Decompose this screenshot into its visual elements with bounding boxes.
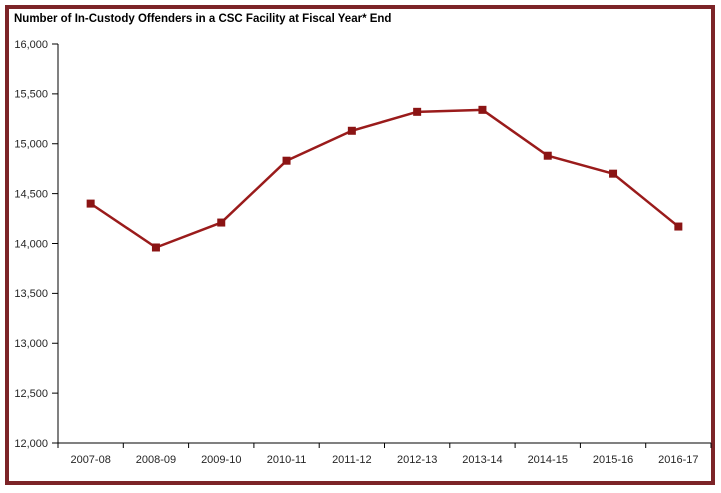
x-tick-label: 2009-10 xyxy=(201,454,241,466)
y-tick-label: 12,500 xyxy=(14,388,48,400)
y-tick-label: 13,500 xyxy=(14,288,48,300)
x-tick-label: 2011-12 xyxy=(332,454,372,466)
data-point-marker xyxy=(478,105,487,114)
x-tick-label: 2015-16 xyxy=(593,454,633,466)
y-tick-label: 15,500 xyxy=(14,89,48,101)
data-point-marker xyxy=(413,107,422,116)
y-tick-label: 14,500 xyxy=(14,188,48,200)
chart-title: Number of In-Custody Offenders in a CSC … xyxy=(14,13,392,25)
data-point-marker xyxy=(674,222,683,231)
x-tick-label: 2016-17 xyxy=(658,454,698,466)
data-point-marker xyxy=(151,243,160,252)
data-point-marker xyxy=(609,169,618,178)
x-tick-label: 2007-08 xyxy=(70,454,110,466)
x-tick-label: 2012-13 xyxy=(397,454,437,466)
chart-frame xyxy=(5,5,715,485)
x-tick-label: 2010-11 xyxy=(267,454,307,466)
data-point-marker xyxy=(543,151,552,160)
data-point-marker xyxy=(86,199,95,208)
y-tick-label: 14,000 xyxy=(14,238,48,250)
x-tick-label: 2008-09 xyxy=(136,454,176,466)
x-tick-label: 2014-15 xyxy=(528,454,568,466)
y-tick-label: 15,000 xyxy=(14,139,48,151)
y-tick-label: 16,000 xyxy=(14,39,48,51)
y-tick-label: 12,000 xyxy=(14,438,48,450)
data-point-marker xyxy=(217,218,226,227)
y-tick-label: 13,000 xyxy=(14,338,48,350)
series-line xyxy=(89,108,680,249)
data-point-marker xyxy=(282,156,291,165)
x-tick-label: 2013-14 xyxy=(462,454,502,466)
data-point-marker xyxy=(347,126,356,135)
